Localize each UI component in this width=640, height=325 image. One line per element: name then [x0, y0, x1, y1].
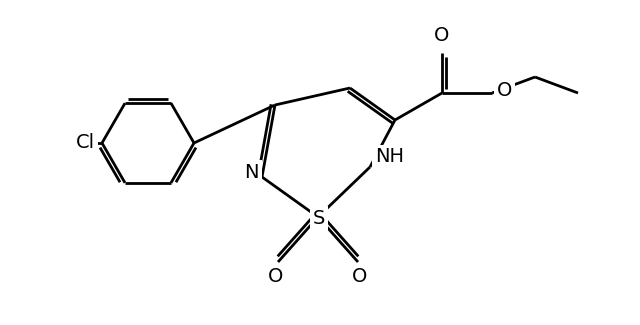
Text: O: O [268, 267, 284, 286]
Text: N: N [244, 162, 259, 181]
Text: S: S [313, 209, 325, 228]
Text: O: O [352, 267, 368, 286]
Text: NH: NH [375, 148, 404, 166]
Text: O: O [497, 81, 513, 99]
Text: Cl: Cl [76, 134, 95, 152]
Text: O: O [435, 26, 450, 45]
